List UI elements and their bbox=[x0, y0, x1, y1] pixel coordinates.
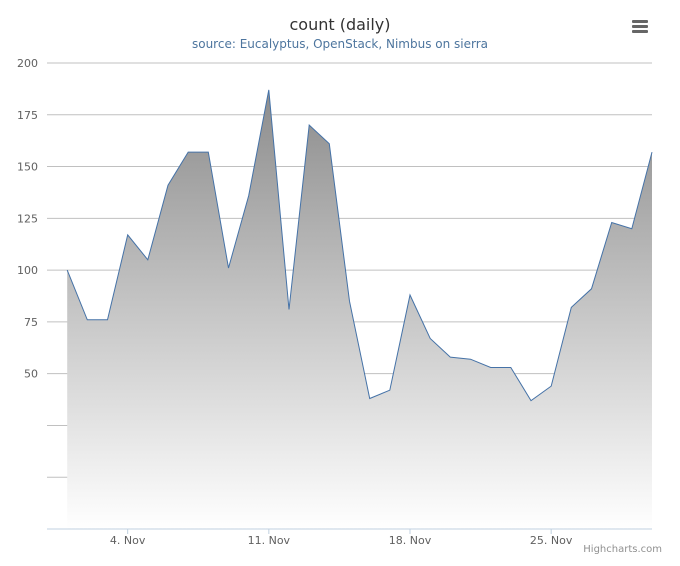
y-tick-label: 75 bbox=[24, 316, 38, 329]
x-tick-label: 4. Nov bbox=[110, 534, 146, 547]
x-tick-label: 11. Nov bbox=[248, 534, 291, 547]
y-tick-label: 200 bbox=[17, 57, 38, 70]
menu-bar bbox=[632, 30, 648, 33]
x-tick-label: 18. Nov bbox=[389, 534, 432, 547]
menu-bar bbox=[632, 25, 648, 28]
series-line bbox=[66, 89, 653, 402]
x-tick-label: 25. Nov bbox=[530, 534, 573, 547]
menu-bar bbox=[632, 20, 648, 23]
y-tick-label: 150 bbox=[17, 161, 38, 174]
y-tick-label: 50 bbox=[24, 368, 38, 381]
y-tick-label: 100 bbox=[17, 264, 38, 277]
y-tick-label: 175 bbox=[17, 109, 38, 122]
y-tick-label: 125 bbox=[17, 212, 38, 225]
series-area-fill bbox=[67, 89, 652, 530]
chart-subtitle: source: Eucalyptus, OpenStack, Nimbus on… bbox=[191, 37, 489, 51]
chart-title: count (daily) bbox=[289, 15, 391, 34]
credits-link[interactable]: Highcharts.com bbox=[583, 544, 662, 555]
hamburger-menu-icon[interactable] bbox=[628, 18, 652, 40]
